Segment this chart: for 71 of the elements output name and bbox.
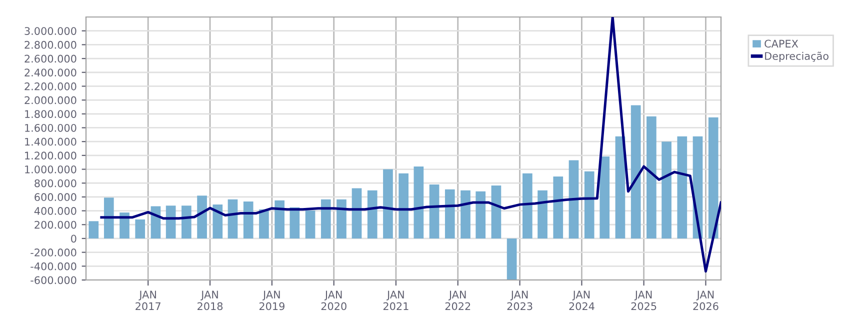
y-tick-label: 600.000	[34, 193, 76, 202]
x-tick-label: JAN 2024	[569, 290, 594, 310]
x-tick-label: JAN 2021	[383, 290, 408, 310]
bar	[615, 136, 626, 238]
bar	[600, 156, 610, 238]
y-tick-label: 2.800.000	[24, 40, 76, 49]
bar	[553, 176, 564, 238]
bar	[352, 188, 362, 238]
bar	[104, 198, 114, 238]
bar	[398, 173, 409, 238]
bar	[444, 189, 455, 238]
bar	[538, 190, 548, 238]
bar	[166, 206, 176, 238]
y-tick-label: 2.600.000	[24, 54, 76, 63]
y-tick-label: 2.000.000	[24, 96, 76, 104]
bar	[506, 238, 517, 280]
bar	[305, 210, 316, 238]
bar	[320, 199, 331, 238]
bar	[662, 142, 672, 238]
x-tick-label: JAN 2019	[259, 290, 284, 310]
x-tick-label: JAN 2018	[198, 290, 223, 310]
bar	[212, 204, 223, 238]
x-tick-label: JAN 2022	[445, 290, 470, 310]
y-tick-label: -200.000	[30, 248, 76, 256]
bar	[290, 207, 300, 238]
bar	[274, 200, 284, 238]
x-tick-label: JAN 2025	[631, 290, 656, 310]
bar	[522, 173, 532, 238]
y-tick-label: 800.000	[34, 179, 76, 188]
bar	[491, 186, 502, 238]
bar	[646, 116, 656, 238]
bar	[197, 196, 207, 238]
bar	[135, 219, 146, 238]
bar	[568, 160, 579, 238]
y-tick-label: 0	[71, 234, 76, 243]
bar	[367, 190, 378, 238]
x-tick-label: JAN 2023	[507, 290, 532, 310]
y-tick-label: 1.000.000	[25, 165, 76, 174]
bar	[708, 117, 718, 238]
bar	[120, 212, 130, 238]
y-tick-label: 2.400.000	[24, 68, 76, 76]
y-tick-label: -600.000	[30, 276, 76, 284]
legend-label: CAPEX	[764, 40, 798, 48]
x-tick-label: JAN 2017	[136, 290, 160, 310]
x-tick-label: JAN 2020	[321, 290, 346, 310]
line-series	[100, 17, 721, 273]
bar	[182, 206, 192, 238]
bar	[476, 191, 486, 238]
y-tick-label: -400.000	[30, 262, 76, 270]
bar	[677, 136, 688, 238]
bar	[336, 199, 346, 238]
bar	[460, 190, 470, 238]
bar	[383, 169, 393, 238]
bar	[414, 166, 424, 238]
bar	[243, 201, 254, 238]
y-tick-label: 200.000	[34, 220, 76, 229]
y-tick-label: 1.200.000	[25, 152, 76, 160]
bar	[228, 199, 238, 238]
bar	[630, 105, 641, 238]
bar	[584, 171, 594, 238]
y-tick-label: 400.000	[34, 207, 76, 215]
y-tick-label: 1.600.000	[25, 124, 76, 132]
y-tick-label: 2.200.000	[24, 82, 76, 90]
y-tick-label: 3.000.000	[24, 27, 76, 35]
bar	[429, 184, 440, 238]
bar	[88, 221, 99, 238]
y-tick-label: 1.400.000	[25, 138, 76, 146]
legend-label: Depreciação	[765, 52, 828, 62]
y-tick-label: 1.800.000	[25, 110, 76, 118]
x-tick-label: JAN 2026	[693, 290, 718, 310]
bar	[259, 209, 269, 238]
